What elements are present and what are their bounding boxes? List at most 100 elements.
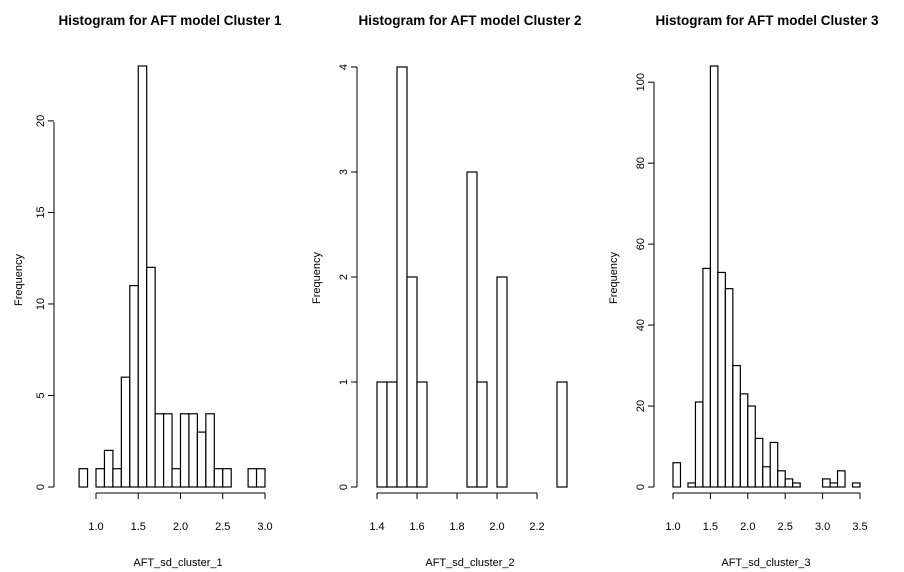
y-axis: 0 1 2 3 4 (338, 64, 358, 490)
y-tick-label: 5 (35, 392, 47, 398)
histogram-bar (724, 288, 734, 488)
histogram-bar (829, 482, 839, 488)
x-axis-label: AFT_sd_cluster_1 (133, 557, 222, 569)
y-axis-label: Frequency (608, 252, 620, 304)
histogram-bar (129, 285, 139, 488)
x-tick-label: 2.0 (489, 521, 504, 533)
x-tick-label: 2.5 (778, 521, 793, 533)
y-tick-label: 60 (635, 238, 647, 250)
histogram-panel-2: Histogram for AFT model Cluster 2 Freque… (311, 13, 582, 569)
x-tick-label: 1.6 (409, 521, 424, 533)
histogram-bar (171, 468, 182, 488)
histogram-bar (717, 271, 726, 488)
panel-title: Histogram for AFT model Cluster 3 (655, 13, 879, 28)
histogram-bar (747, 405, 756, 488)
y-axis: 0 5 10 15 20 (35, 115, 55, 490)
y-tick-label: 0 (338, 484, 350, 490)
histogram-bar (556, 381, 568, 488)
x-tick-label: 1.5 (703, 521, 718, 533)
histogram-bar (496, 276, 508, 488)
histogram-bar (222, 468, 232, 488)
y-tick-label: 2 (338, 274, 350, 280)
x-tick-label: 1.0 (665, 521, 680, 533)
x-tick-label: 3.0 (257, 521, 272, 533)
histogram-bar (196, 431, 207, 488)
x-tick-label: 2.2 (529, 521, 544, 533)
histogram-panel-3: Histogram for AFT model Cluster 3 Freque… (608, 13, 879, 569)
panel-title: Histogram for AFT model Cluster 1 (58, 13, 282, 28)
histogram-bar (78, 468, 89, 488)
histogram-bar (179, 413, 190, 488)
histogram-bar (386, 381, 398, 488)
histogram-bar (702, 267, 711, 488)
x-tick-label: 2.0 (173, 521, 188, 533)
histogram-bar (784, 478, 794, 488)
y-tick-label: 10 (35, 298, 47, 310)
x-tick-label: 1.0 (88, 521, 103, 533)
y-axis-label: Frequency (311, 252, 323, 304)
histogram-bar (103, 449, 114, 488)
y-tick-label: 1 (338, 379, 350, 385)
x-tick-label: 1.5 (131, 521, 146, 533)
histogram-bar (247, 468, 258, 488)
x-axis-label: AFT_sd_cluster_2 (425, 557, 514, 569)
bars-group (672, 65, 861, 488)
y-axis-label: Frequency (13, 254, 25, 306)
histogram-bar (466, 171, 478, 488)
histogram-bar (476, 381, 488, 488)
x-tick-label: 2.0 (740, 521, 755, 533)
y-tick-label: 0 (635, 484, 647, 490)
histogram-bar (836, 470, 846, 488)
y-tick-label: 3 (338, 169, 350, 175)
histogram-bar (821, 478, 831, 488)
histogram-bar (769, 441, 779, 488)
histogram-bar (112, 468, 122, 488)
y-axis: 0 20 40 60 80 100 (635, 73, 655, 490)
x-tick-label: 1.4 (369, 521, 384, 533)
histogram-bar (205, 413, 215, 488)
histogram-bar (396, 66, 408, 488)
x-axis: 1.4 1.6 1.8 2.0 2.2 (369, 492, 545, 533)
y-tick-label: 20 (635, 400, 647, 412)
x-axis: 1.0 1.5 2.0 2.5 3.0 3.5 (665, 492, 868, 533)
histogram-bar (694, 401, 704, 488)
histogram-bar (95, 468, 106, 488)
histogram-bar (732, 364, 741, 488)
bars-group (78, 65, 266, 488)
histogram-bar (188, 413, 198, 488)
y-tick-label: 80 (635, 157, 647, 169)
histogram-bar (213, 468, 224, 488)
histogram-bar (406, 276, 418, 488)
histogram-bar (416, 381, 428, 488)
histogram-bar (709, 65, 719, 488)
histogram-bar (777, 470, 786, 488)
histogram-bar (376, 381, 388, 488)
histogram-bar (687, 482, 697, 488)
x-tick-label: 2.5 (215, 521, 230, 533)
x-tick-label: 1.8 (449, 521, 464, 533)
histogram-bar (739, 393, 749, 488)
y-tick-label: 100 (635, 73, 647, 91)
x-tick-label: 3.5 (852, 521, 867, 533)
histogram-bar (137, 65, 148, 488)
histogram-bar (146, 266, 156, 488)
y-tick-label: 20 (35, 115, 47, 127)
histogram-bar (762, 466, 771, 488)
x-axis: 1.0 1.5 2.0 2.5 3.0 (88, 492, 273, 533)
bars-group (376, 66, 568, 488)
x-tick-label: 3.0 (815, 521, 830, 533)
histogram-bar (792, 482, 801, 488)
histogram-bar (754, 437, 764, 488)
histogram-bar (163, 413, 173, 488)
panel-title: Histogram for AFT model Cluster 2 (358, 13, 581, 28)
histogram-bar (120, 376, 131, 488)
histogram-bar (255, 468, 266, 488)
histogram-bar (851, 482, 861, 488)
histogram-bar (672, 462, 682, 488)
y-tick-label: 4 (338, 64, 350, 70)
y-tick-label: 15 (35, 206, 47, 218)
histogram-panel-1: Histogram for AFT model Cluster 1 Freque… (13, 13, 282, 569)
histogram-bar (154, 413, 165, 488)
x-axis-label: AFT_sd_cluster_3 (721, 557, 810, 569)
